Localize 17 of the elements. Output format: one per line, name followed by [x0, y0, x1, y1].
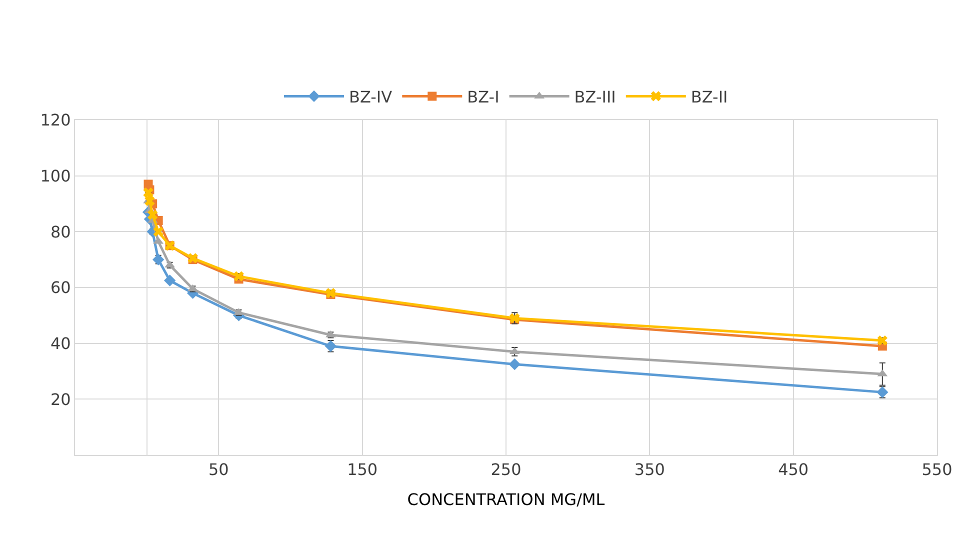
y-tick-label: 20	[50, 390, 71, 409]
x-tick-label: 150	[347, 460, 378, 480]
legend-label: BZ-III	[574, 87, 616, 106]
x-axis-title: CONCENTRATION MG/ML	[407, 490, 605, 509]
x-tick-label: 550	[922, 460, 952, 480]
legend-label: BZ-IV	[349, 87, 392, 106]
x-tick-label: 450	[778, 460, 809, 480]
y-tick-label: 100	[40, 166, 71, 186]
legend-label: BZ-I	[467, 87, 500, 106]
y-tick-label: 40	[50, 334, 71, 353]
x-tick-label: 250	[490, 460, 522, 480]
legend-label: BZ-II	[690, 87, 728, 106]
x-tick-label: 350	[634, 460, 665, 480]
x-tick-label: 50	[208, 460, 229, 480]
y-tick-label: 60	[50, 278, 71, 298]
y-tick-label: 80	[50, 222, 71, 242]
y-tick-label: 120	[40, 110, 71, 130]
